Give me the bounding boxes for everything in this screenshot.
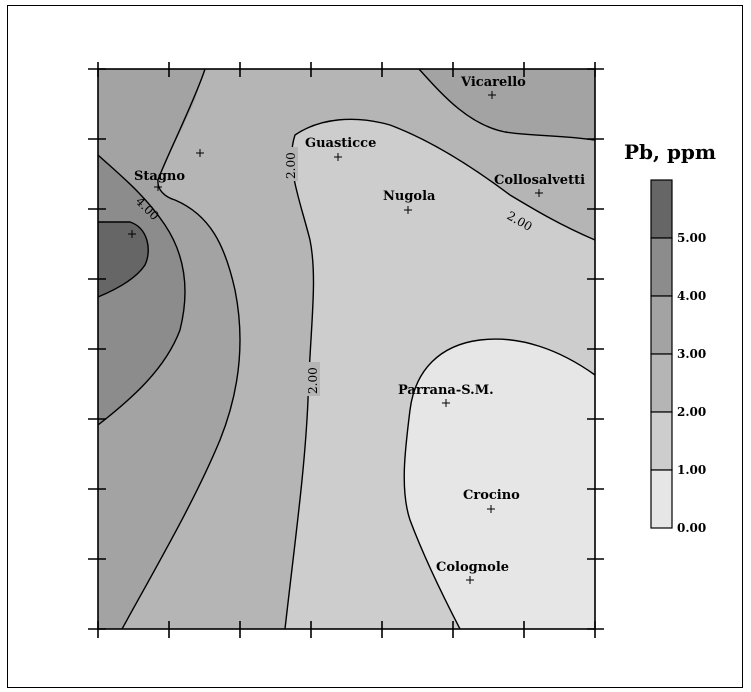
place-label-guasticce: Guasticce — [305, 136, 376, 151]
place-label-vicarello: Vicarello — [460, 75, 526, 90]
legend-swatch — [650, 353, 673, 413]
contour-4 — [98, 154, 186, 426]
contour-label-2-top: 2.00 — [284, 152, 298, 179]
legend: 5.00 4.00 3.00 2.00 1.00 0.00 — [650, 179, 706, 535]
sample-point-marker — [535, 189, 543, 197]
legend-swatch — [650, 469, 673, 529]
sample-point-marker — [488, 91, 496, 99]
contour-1 — [403, 338, 595, 629]
contour-label-2-mid: 2.00 — [306, 367, 320, 394]
contour-3-vicarello — [418, 69, 595, 141]
sample-point-marker — [154, 183, 162, 191]
legend-label: 1.00 — [677, 463, 706, 477]
sample-point-marker — [442, 399, 450, 407]
legend-swatch — [650, 411, 673, 471]
place-label-crocino: Crocino — [463, 488, 520, 503]
axis-ticks — [88, 62, 604, 638]
legend-label: 4.00 — [677, 289, 706, 303]
sample-point-marker — [404, 206, 412, 214]
place-label-stagno: Stagno — [134, 169, 185, 184]
sample-point-marker — [196, 149, 204, 157]
sample-point-marker — [128, 230, 136, 238]
sample-points — [128, 91, 543, 584]
zone-5-plus — [98, 222, 149, 297]
contour-5 — [98, 221, 149, 298]
place-label-parrana: Parrana-S.M. — [398, 383, 494, 398]
sample-point-marker — [334, 153, 342, 161]
place-label-nugola: Nugola — [383, 189, 436, 204]
sample-point-marker — [487, 505, 495, 513]
legend-title: Pb, ppm — [624, 140, 716, 164]
zone-0-1 — [404, 339, 595, 629]
place-label-colognole: Colognole — [436, 560, 509, 575]
legend-swatch — [650, 179, 673, 239]
legend-label: 5.00 — [677, 231, 706, 245]
place-label-collosalvetti: Collosalvetti — [494, 173, 585, 188]
sample-point-marker — [466, 576, 474, 584]
zone-vicarello-3-4 — [419, 69, 595, 140]
legend-label: 3.00 — [677, 347, 706, 361]
contour-3-left — [121, 69, 241, 629]
legend-label: 2.00 — [677, 405, 706, 419]
legend-swatch — [650, 295, 673, 355]
legend-label: 0.00 — [677, 521, 706, 535]
legend-swatch — [650, 237, 673, 297]
